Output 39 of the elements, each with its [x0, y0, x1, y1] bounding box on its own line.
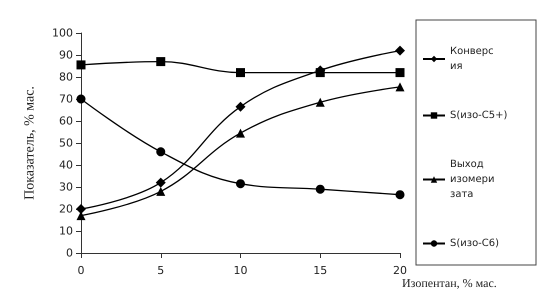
legend-label: Выход изомеризата [450, 159, 494, 200]
point [236, 68, 245, 78]
point [236, 179, 245, 188]
y-tick-label: 80 [59, 70, 73, 84]
y-tick-label: 100 [52, 26, 73, 40]
point [236, 128, 245, 138]
x-tick-label: 5 [157, 264, 164, 277]
y-tick-label: 60 [59, 114, 73, 128]
point [236, 102, 246, 112]
point [156, 57, 166, 66]
point [76, 204, 86, 214]
x-axis-title: Изопентан, % мас. [402, 276, 497, 290]
point [395, 46, 405, 56]
point [156, 147, 166, 156]
y-tick-label: 10 [59, 224, 73, 238]
x-tick-label: 10 [234, 264, 248, 277]
y-tick-label: 30 [59, 180, 73, 194]
point [396, 68, 404, 78]
point [316, 184, 325, 194]
y-tick-label: 20 [59, 202, 73, 216]
legend-label: S(изо-C6) [450, 238, 500, 249]
y-tick-label: 50 [59, 136, 73, 150]
y-tick-label: 0 [66, 246, 73, 260]
point [76, 60, 86, 70]
y-tick-label: 70 [59, 92, 73, 106]
point [396, 190, 404, 200]
point [156, 178, 166, 188]
point [316, 98, 325, 107]
y-tick-label: 90 [59, 48, 73, 62]
legend-label: Конверсия [450, 46, 494, 72]
x-tick-label: 20 [393, 264, 407, 277]
x-tick-label: 0 [78, 264, 84, 277]
point [396, 82, 404, 92]
point [156, 186, 166, 196]
point [76, 94, 86, 104]
x-tick-label: 15 [313, 264, 328, 277]
legend-label: S(изо-C5+) [450, 110, 508, 121]
y-tick-label: 40 [59, 158, 73, 172]
y-axis-title: Показатель, % мас. [22, 86, 38, 200]
